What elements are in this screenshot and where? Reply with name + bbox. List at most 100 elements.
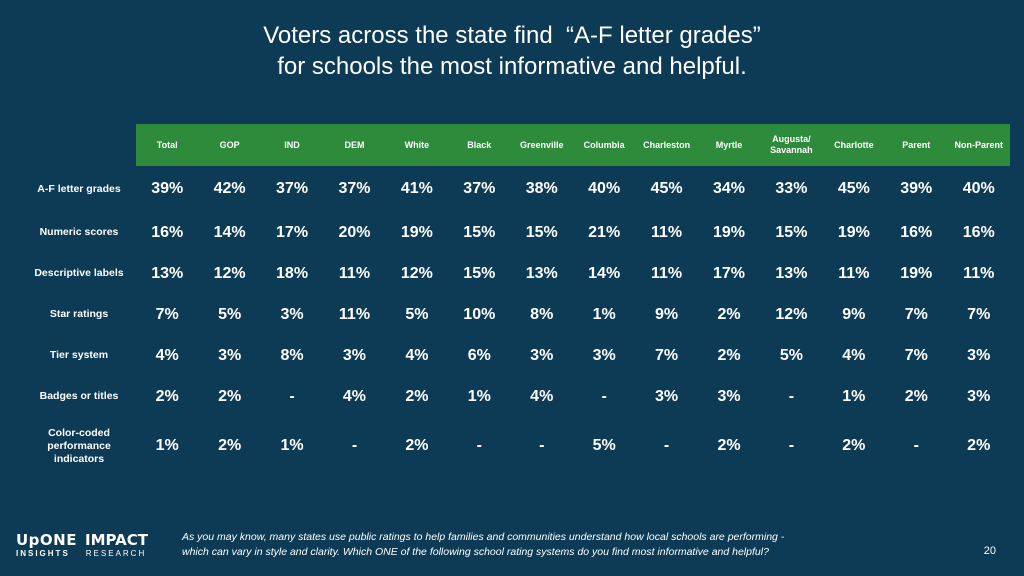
row-label: Star ratings [49,308,109,320]
data-label: 13% [151,264,184,282]
data-label: 4% [155,346,179,364]
column-header: Augusta/ Savannah [760,124,823,166]
data-label: 14% [213,223,246,241]
data-label: - [788,387,795,405]
table-corner [22,124,136,166]
data-label: - [476,437,482,454]
data-label: 40% [588,180,621,197]
logo: UpONE IMPACT INSIGHTS RESEARCH [16,531,166,565]
column-header-row: Total GOP IND DEM White Black Greenville Columb… [22,124,1010,166]
data-label: 12% [775,305,808,323]
data-label: 1% [842,387,866,405]
column-header: Charleston [635,124,698,166]
data-label: 41% [400,180,433,197]
data-label: 37% [338,180,371,197]
data-label: 3% [967,387,991,405]
column-header: Columbia [572,124,636,166]
row-label: Color-coded performance indicators [47,426,111,465]
data-label: 2% [218,387,242,405]
data-label: 2% [717,346,741,364]
data-label: 2% [904,387,928,405]
data-label: 2% [967,437,991,454]
data-label: 19% [900,264,933,282]
data-label: 18% [276,264,309,282]
data-label: 7% [904,305,928,323]
data-label: 2% [218,437,242,454]
data-label: 7% [904,346,928,364]
data-label: 13% [775,264,808,282]
data-label: 19% [400,223,433,241]
data-label: - [539,437,545,454]
results-table: Total GOP IND DEM White Black Greenville Columb… [22,124,1010,475]
data-label: 7% [655,346,679,364]
column-header: Non-Parent [947,124,1010,166]
data-label: - [601,387,607,405]
data-label: 37% [463,180,496,197]
data-label: 4% [405,346,429,364]
data-label: 8% [280,346,304,364]
data-label: 17% [276,223,309,241]
data-label: 11% [651,264,683,282]
row-label: Numeric scores [39,226,119,238]
data-label: 16% [962,223,995,241]
data-label: 11% [338,264,371,282]
slide-title: Voters across the state find “A-F letter… [0,20,1024,82]
table-row: Badges or titles 2% 2% - 4% 2% 1% 4% - 3% 3% - 1% 2% 3… [22,376,1010,417]
row-label: Badges or titles [39,390,119,402]
data-label: 10% [463,305,496,323]
data-label: - [663,437,670,454]
data-label: 33% [775,180,808,197]
data-label: - [788,437,795,454]
data-label: 11% [338,305,371,323]
question-footnote: As you may know, many states use public … [182,530,872,560]
data-label: 2% [155,387,179,405]
data-label: 2% [717,437,741,454]
logo-upone-text: UpONE [16,531,77,549]
logo-research-text: RESEARCH [85,549,147,558]
data-label: 11% [838,264,870,282]
data-label: 37% [276,180,309,197]
data-label: 13% [525,264,558,282]
table-row: Star ratings 7% 5% 3% 11% 5% 10% 8% 1% 9% 2% 12% 9% 7… [22,294,1010,335]
data-label: 7% [967,305,991,323]
data-label: 45% [837,180,870,197]
data-label: 17% [712,264,746,282]
data-label: 5% [779,346,803,364]
data-label: 16% [900,223,933,241]
table-row: Tier system 4% 3% 8% 3% 4% 6% 3% 3% 7% 2% 5% 4% 7% 3% [22,335,1010,376]
data-label: 20% [338,223,371,241]
data-label: 15% [463,264,496,282]
table-row: Descriptive labels 13% 12% 18% 11% 12% 15% 13% 1… [22,253,1010,294]
column-header: DEM [323,124,386,166]
data-label: 21% [588,223,621,241]
table-row: Color-coded performance indicators 1% 2% 1%… [22,417,1010,475]
data-label: 8% [530,305,554,323]
data-label: 9% [842,305,866,323]
data-label: 19% [837,223,870,241]
data-label: 39% [900,180,933,197]
row-label: Descriptive labels [34,267,124,279]
data-label: 3% [530,346,554,364]
column-header: Greenville [510,124,573,166]
data-label: 16% [151,223,184,241]
column-header: Parent [885,124,948,166]
data-label: 15% [525,223,558,241]
data-label: 4% [342,387,367,405]
data-label: 34% [712,180,746,197]
data-label: 15% [775,223,808,241]
data-label: 1% [467,387,491,405]
column-header: Charlotte [822,124,886,166]
data-label: - [913,437,919,454]
data-label: - [351,437,358,454]
logo-impact-text: IMPACT [84,531,148,549]
footnote-line-1: As you may know, many states use public … [182,531,785,543]
data-label: 2% [717,305,741,323]
data-label: - [289,387,295,405]
column-header: Black [448,124,511,166]
data-label: 1% [592,305,616,323]
column-header: GOP [198,124,261,166]
data-label: 3% [592,346,616,364]
data-label: 14% [588,264,621,282]
data-label: 11% [651,223,683,241]
column-header: IND [260,124,324,166]
